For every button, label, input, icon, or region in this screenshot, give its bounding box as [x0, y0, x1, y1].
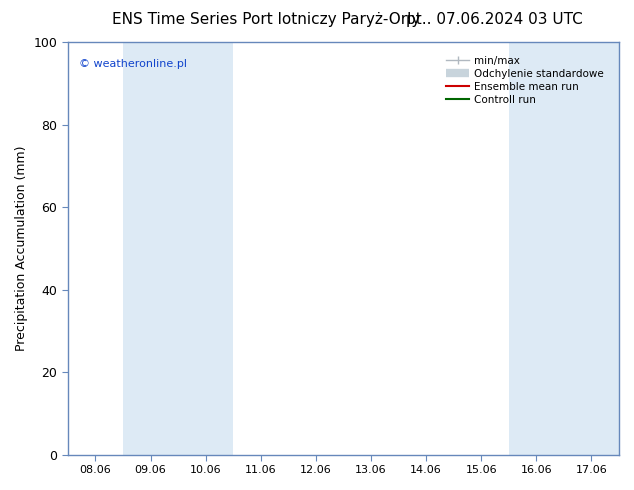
- Bar: [123, 42, 233, 455]
- Text: © weatheronline.pl: © weatheronline.pl: [79, 58, 187, 69]
- Y-axis label: Precipitation Accumulation (mm): Precipitation Accumulation (mm): [15, 146, 28, 351]
- Legend: min/max, Odchylenie standardowe, Ensemble mean run, Controll run: min/max, Odchylenie standardowe, Ensembl…: [442, 51, 608, 109]
- Bar: [508, 42, 619, 455]
- Text: ENS Time Series Port lotniczy Paryż-Orly: ENS Time Series Port lotniczy Paryż-Orly: [112, 12, 420, 27]
- Text: pt.. 07.06.2024 03 UTC: pt.. 07.06.2024 03 UTC: [406, 12, 583, 27]
